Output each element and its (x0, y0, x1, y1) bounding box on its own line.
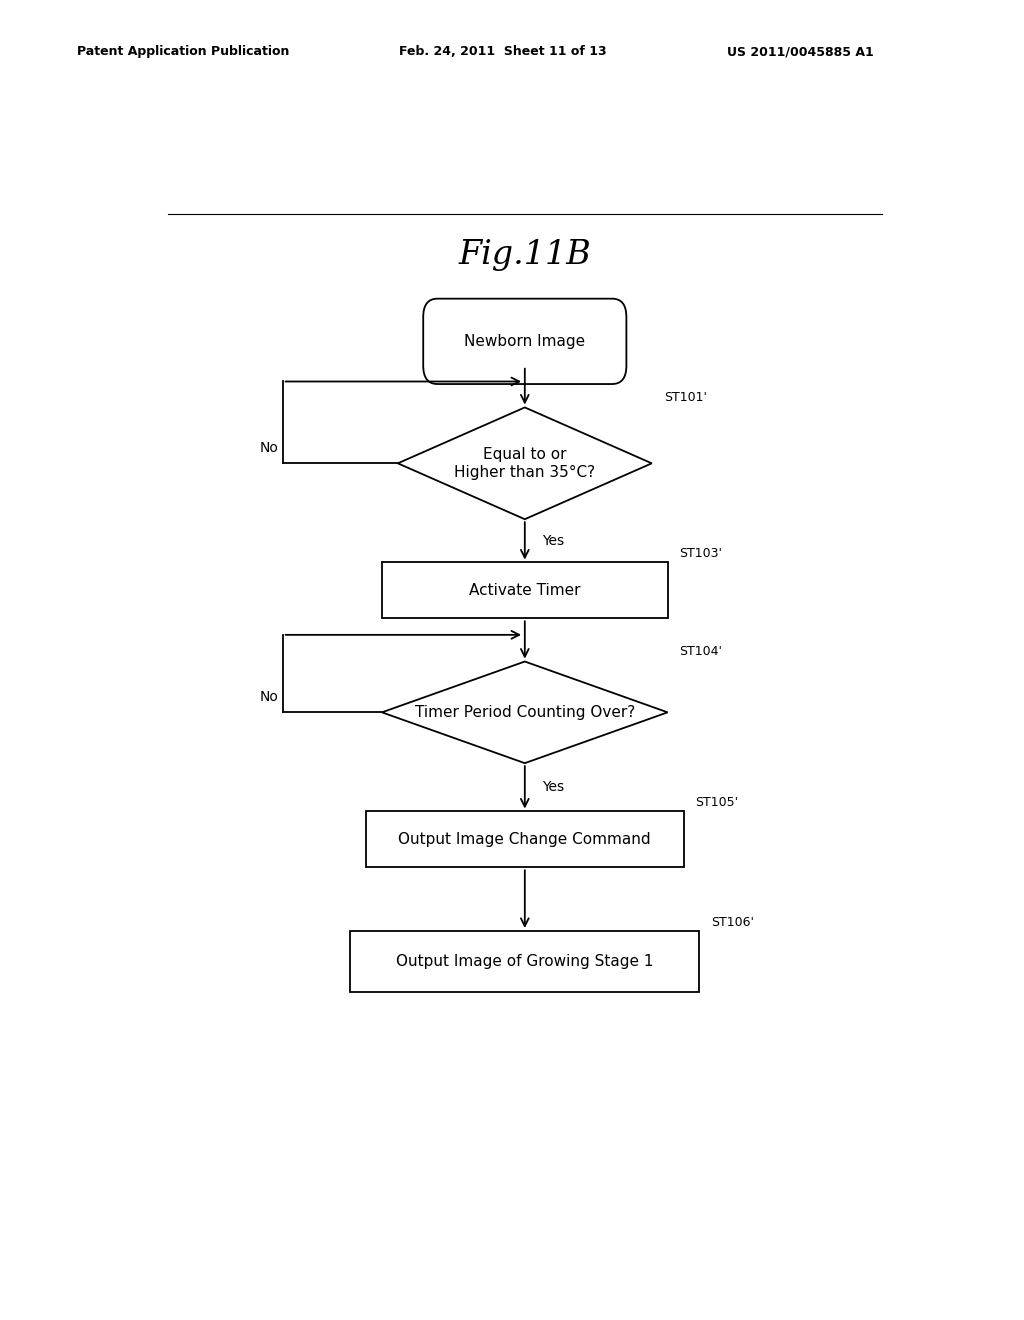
Polygon shape (397, 408, 652, 519)
Text: Activate Timer: Activate Timer (469, 583, 581, 598)
Text: Feb. 24, 2011  Sheet 11 of 13: Feb. 24, 2011 Sheet 11 of 13 (399, 45, 607, 58)
Bar (367, 812, 684, 867)
Bar (350, 931, 699, 991)
Text: No: No (260, 441, 279, 455)
Text: Yes: Yes (543, 780, 564, 795)
Text: US 2011/0045885 A1: US 2011/0045885 A1 (727, 45, 873, 58)
Text: Newborn Image: Newborn Image (464, 334, 586, 348)
Bar (382, 562, 668, 618)
Text: Output Image of Growing Stage 1: Output Image of Growing Stage 1 (396, 954, 653, 969)
Text: Yes: Yes (543, 533, 564, 548)
Text: ST106': ST106' (712, 916, 755, 929)
Text: ST105': ST105' (695, 796, 738, 809)
Text: ST101': ST101' (664, 391, 707, 404)
Text: Timer Period Counting Over?: Timer Period Counting Over? (415, 705, 635, 719)
Text: Equal to or
Higher than 35°C?: Equal to or Higher than 35°C? (455, 447, 595, 479)
Polygon shape (382, 661, 668, 763)
Text: ST103': ST103' (680, 546, 723, 560)
Text: Output Image Change Command: Output Image Change Command (398, 832, 651, 847)
Text: Patent Application Publication: Patent Application Publication (77, 45, 289, 58)
Text: Fig.11B: Fig.11B (459, 239, 591, 271)
FancyBboxPatch shape (423, 298, 627, 384)
Text: ST104': ST104' (680, 645, 723, 659)
Text: No: No (260, 690, 279, 704)
